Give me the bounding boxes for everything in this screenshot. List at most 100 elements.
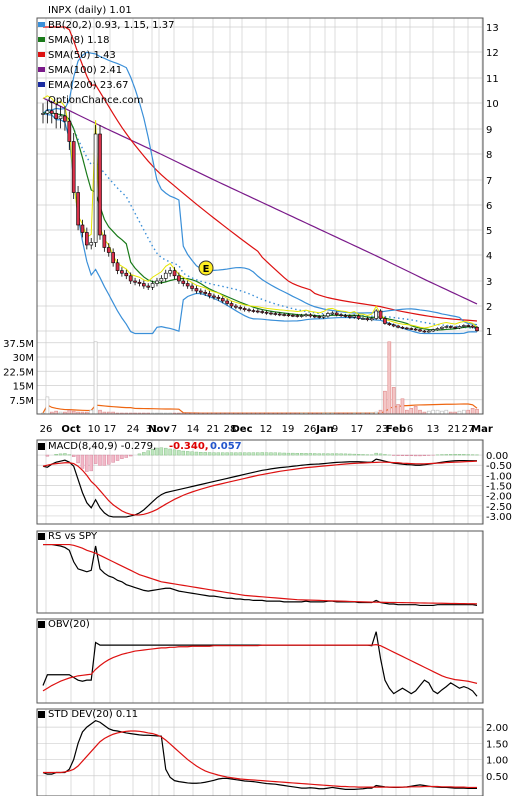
candle-body [76,192,80,226]
macd-histogram-bar [172,449,177,456]
macd-histogram-bar [448,454,453,456]
price-tick-label: 4 [486,251,492,262]
earnings-marker [198,260,214,276]
x-tick-label: 19 [282,424,295,435]
candle-body [448,326,453,328]
macd-histogram-bar [54,454,58,456]
candle-body [400,326,405,329]
macd-histogram-bar [326,453,330,456]
macd-histogram-bar [229,452,234,456]
candle-body [282,314,286,316]
candle-body [422,330,427,333]
macd-histogram-bar [321,453,326,456]
std-tick-label: 2.00 [486,723,508,734]
x-tick-label: 17 [104,424,117,435]
candle-body [212,295,216,298]
macd-histogram-bar [177,450,181,456]
candle-body [102,234,107,248]
volume-bar [470,407,475,415]
x-tick-label: Nov [148,424,170,435]
x-tick-label: 27 [462,424,475,435]
candle-body [356,315,361,319]
x-tick-label: 17 [351,424,364,435]
price-tick-label: 12 [486,48,499,59]
candle-body [435,328,440,331]
volume-bar [413,406,418,415]
candle-body [431,329,435,332]
macd-tick-label: -2.50 [486,502,512,513]
candle-body [383,318,387,324]
macd-histogram-bar [142,452,146,456]
std-average-line [43,730,477,789]
panel-frame-main [36,17,484,415]
panel-frame-obv [36,618,484,704]
candle-body [128,275,133,282]
volume-tick-label: 37.5M [3,339,34,350]
macd-histogram-bar [282,452,286,456]
macd-histogram-bar [260,452,264,456]
macd-histogram-bar [168,448,172,456]
volume-bar [391,387,396,415]
candle-body [339,314,343,317]
macd-histogram-bar [278,452,282,456]
candle-body [466,325,471,327]
candle-body [181,280,186,284]
macd-histogram-bar [58,453,63,456]
rs-panel-swatch [38,533,45,540]
macd-histogram-bar [216,452,221,456]
x-tick-label: 6 [407,424,413,435]
candle-body [457,326,462,329]
candle-body [198,290,203,293]
x-tick-label: 28 [224,424,237,435]
candle-body [111,252,115,264]
macd-histogram-bar [413,454,418,457]
candle-body [150,283,155,288]
std-panel-swatch [38,711,45,718]
macd-histogram-bar [299,453,304,456]
x-tick-label: 21 [448,424,461,435]
volume-tick-label: 15M [13,382,34,393]
macd-histogram-bar [212,452,216,456]
sma100-line [42,97,478,305]
std-line [42,719,477,791]
volume-average-line [42,403,478,414]
candle-body [374,310,378,319]
legend-sma8: SMA(8) 1.18 [48,35,109,46]
price-tick-label: 1 [486,327,492,338]
price-tick-label: 7 [486,176,492,187]
candle-body [41,113,45,115]
macd-tick-label: -3.00 [486,512,512,523]
sma8-line [42,111,478,331]
macd-histogram-bar [150,449,155,456]
candle-body [63,115,67,122]
candle-body [159,278,164,282]
obv-average-line [42,644,478,692]
candle-body [216,296,221,299]
macd-histogram-bar [422,454,427,456]
macd-histogram-bar [286,452,291,456]
price-tick-label: 11 [486,74,499,85]
macd-histogram-bar [93,454,98,464]
macd-histogram-bar [383,454,387,456]
x-tick-label: 21 [207,424,220,435]
macd-histogram-bar [418,454,422,457]
panel-frame-rs [36,530,484,614]
macd-histogram-bar [115,454,120,461]
macd-histogram-bar [409,454,413,457]
price-tick-label: 6 [486,201,492,212]
volume-bar [409,407,414,415]
macd-histogram-bar [405,454,409,457]
x-tick-label: 26 [304,424,317,435]
macd-histogram-bar [98,454,102,466]
candle-body [348,315,352,318]
candle-body [330,312,335,315]
candle-body [168,270,172,274]
macd-histogram-bar [453,454,457,456]
volume-bar [400,398,405,415]
candle-body [273,313,278,315]
volume-tick-label: 22.5M [3,367,34,378]
candle-body [269,312,273,315]
macd-histogram-bar [137,453,142,456]
candle-body [190,285,194,289]
